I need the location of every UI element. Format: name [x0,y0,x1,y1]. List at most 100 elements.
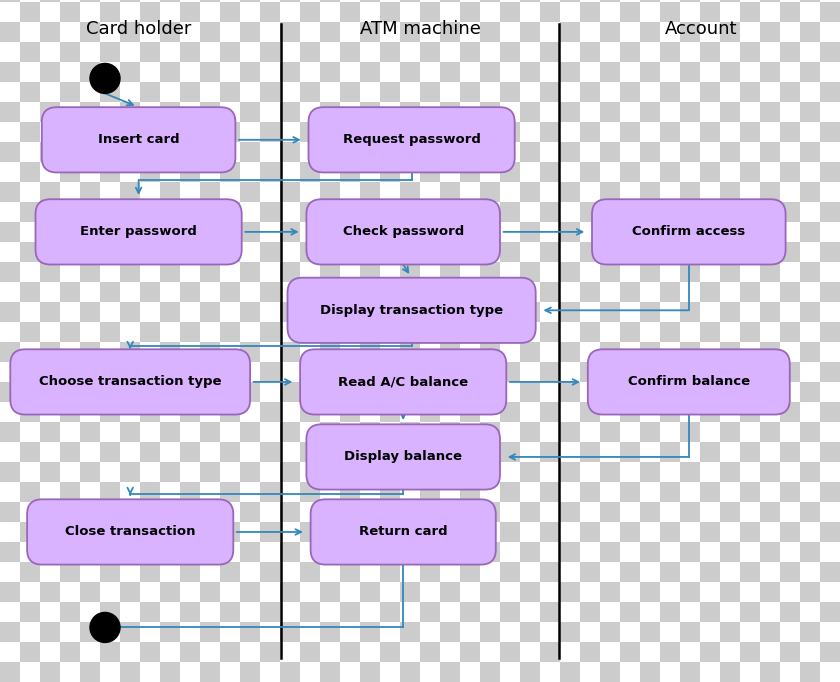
Bar [160,362,180,382]
Bar [520,342,540,362]
Bar [620,522,640,542]
Bar [420,262,440,282]
Bar [480,482,500,502]
Bar [300,522,320,542]
Bar [540,342,560,362]
Bar [800,82,820,102]
Bar [100,222,120,242]
Bar [480,322,500,342]
Bar [160,2,180,22]
Bar [580,362,600,382]
Bar [800,522,820,542]
Bar [480,282,500,302]
Bar [140,422,160,442]
Bar [540,482,560,502]
Bar [520,282,540,302]
Bar [520,442,540,462]
Bar [560,542,580,562]
Bar [80,322,100,342]
Bar [260,402,280,422]
Bar [600,322,620,342]
Bar [320,582,340,602]
Bar [280,202,300,222]
Bar [260,302,280,322]
Bar [40,2,60,22]
Bar [620,482,640,502]
Bar [660,242,680,262]
Bar [220,442,240,462]
Bar [740,382,760,402]
Bar [580,402,600,422]
Bar [660,462,680,482]
Bar [720,122,740,142]
Bar [820,502,840,522]
Bar [740,142,760,162]
Bar [80,602,100,622]
Bar [380,362,400,382]
Bar [320,302,340,322]
Bar [200,182,220,202]
Bar [500,162,520,182]
Bar [700,602,720,622]
Bar [580,102,600,122]
Bar [60,462,80,482]
Bar [80,342,100,362]
Bar [520,142,540,162]
Bar [20,162,40,182]
Bar [440,322,460,342]
Bar [220,402,240,422]
Bar [200,642,220,662]
Bar [220,462,240,482]
Bar [540,182,560,202]
Bar [700,322,720,342]
Bar [580,262,600,282]
Bar [620,322,640,342]
Bar [360,202,380,222]
Bar [400,262,420,282]
Bar [680,202,700,222]
Bar [140,402,160,422]
Bar [0,542,20,562]
Bar [360,542,380,562]
Bar [720,622,740,642]
Bar [780,62,800,82]
Bar [260,2,280,22]
Bar [260,162,280,182]
Bar [400,622,420,642]
Bar [40,342,60,362]
Bar [420,82,440,102]
Bar [300,342,320,362]
Bar [160,302,180,322]
Bar [20,462,40,482]
Bar [740,522,760,542]
Bar [780,482,800,502]
Bar [760,102,780,122]
Bar [340,322,360,342]
Bar [660,582,680,602]
Bar [60,2,80,22]
Bar [80,302,100,322]
Bar [620,562,640,582]
Bar [60,62,80,82]
Bar [460,342,480,362]
Bar [20,342,40,362]
Bar [0,222,20,242]
Bar [520,262,540,282]
Bar [500,342,520,362]
Bar [600,222,620,242]
Bar [600,502,620,522]
Bar [200,142,220,162]
Bar [80,662,100,682]
Bar [620,82,640,102]
Bar [300,362,320,382]
Bar [180,42,200,62]
Bar [760,182,780,202]
Bar [280,362,300,382]
Bar [420,242,440,262]
Bar [800,402,820,422]
FancyBboxPatch shape [592,199,785,265]
Bar [380,142,400,162]
Bar [120,202,140,222]
FancyBboxPatch shape [27,499,234,565]
Bar [720,422,740,442]
